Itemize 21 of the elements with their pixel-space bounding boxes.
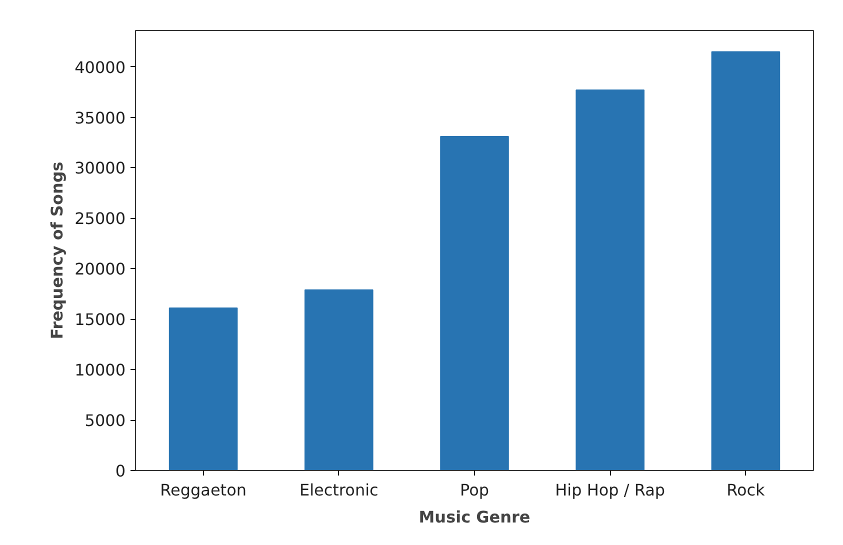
y-tick-label: 30000 <box>74 158 126 178</box>
x-tick-label: Hip Hop / Rap <box>555 480 666 500</box>
y-tick-label: 10000 <box>74 360 126 380</box>
x-tick-label: Rock <box>726 480 766 500</box>
y-tick-label: 5000 <box>84 411 126 430</box>
bar <box>168 308 238 470</box>
y-tick-label: 40000 <box>74 58 126 77</box>
x-tick-label: Reggaeton <box>160 480 247 500</box>
bar <box>440 136 509 470</box>
y-tick-label: 35000 <box>74 108 126 128</box>
bar <box>576 90 644 470</box>
y-tick-label: 20000 <box>74 260 126 279</box>
x-tick-label: Electronic <box>299 480 378 500</box>
bar <box>304 289 374 470</box>
bar <box>711 51 780 470</box>
x-axis-title: Music Genre <box>418 508 530 526</box>
y-axis-title: Frequency of Songs <box>48 162 67 340</box>
y-tick-label: 0 <box>115 462 126 480</box>
x-tick-label: Pop <box>460 480 490 500</box>
y-tick-label: 25000 <box>74 209 126 228</box>
y-tick-label: 15000 <box>74 310 126 330</box>
